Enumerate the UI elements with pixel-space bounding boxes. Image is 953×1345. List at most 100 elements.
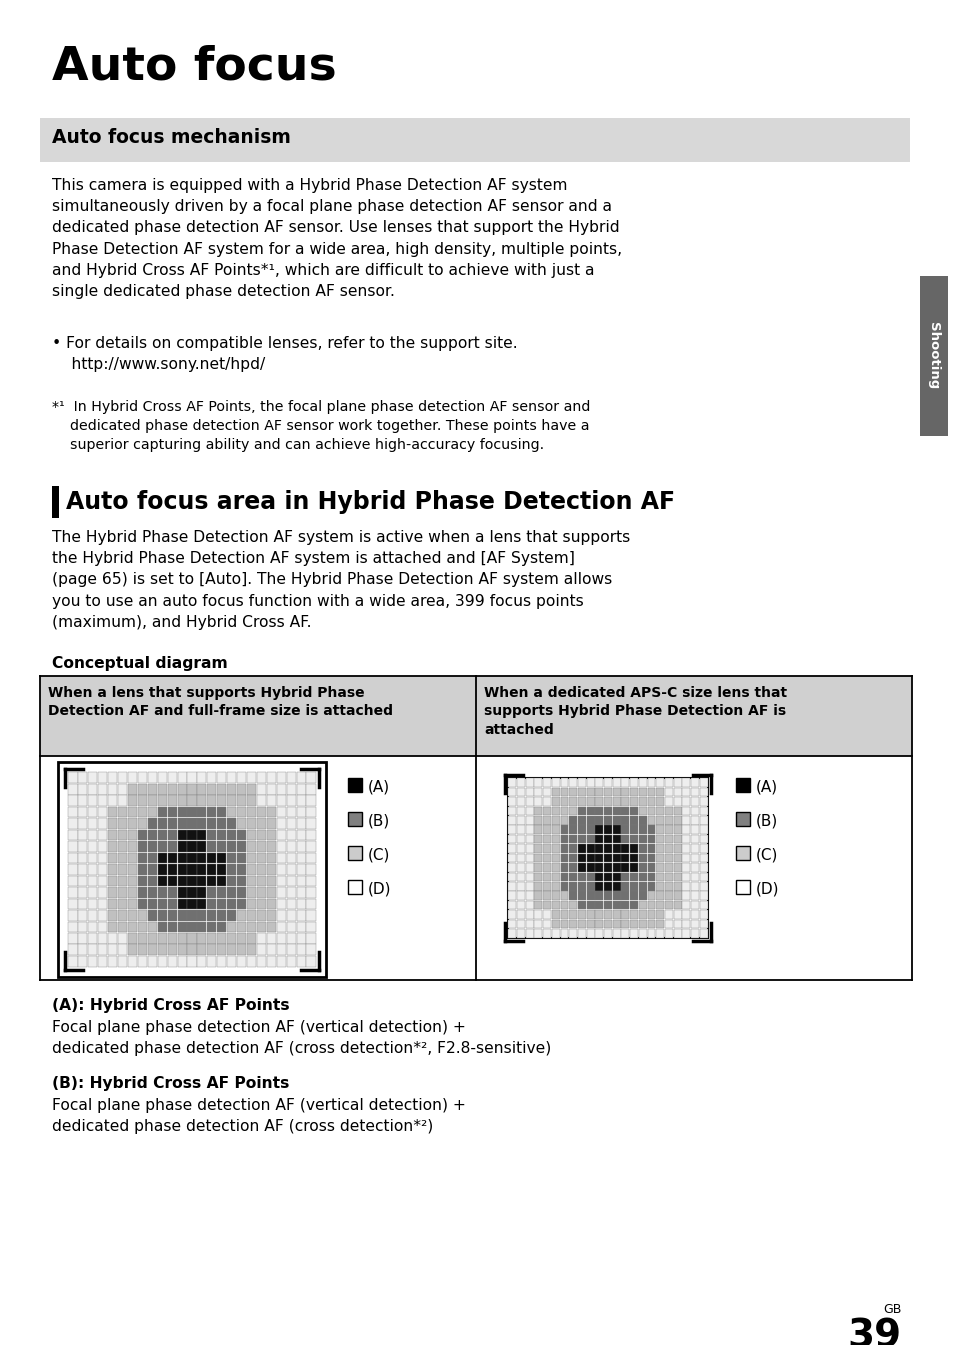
Bar <box>508 901 516 909</box>
Bar <box>78 772 88 783</box>
Bar <box>673 779 680 787</box>
Bar <box>586 929 594 937</box>
Bar <box>168 944 176 955</box>
Bar <box>508 873 516 881</box>
Bar <box>78 865 88 874</box>
Bar <box>276 853 286 863</box>
Bar <box>525 911 533 919</box>
Text: (C): (C) <box>755 847 778 863</box>
Bar <box>128 807 137 818</box>
Bar <box>551 826 559 834</box>
Bar <box>148 956 156 967</box>
Bar <box>296 795 305 806</box>
Bar <box>525 798 533 806</box>
Bar <box>306 830 315 841</box>
Bar <box>137 944 147 955</box>
Bar <box>276 911 286 921</box>
Bar <box>168 853 176 863</box>
Bar <box>227 956 236 967</box>
Bar <box>699 845 707 853</box>
Bar <box>595 911 602 919</box>
Bar <box>542 854 551 862</box>
Bar <box>276 876 286 886</box>
Bar <box>157 772 167 783</box>
Bar <box>620 807 629 815</box>
Bar <box>98 956 107 967</box>
Bar <box>551 788 559 796</box>
Bar <box>236 865 246 874</box>
Bar <box>534 826 542 834</box>
Bar <box>118 853 127 863</box>
Bar <box>620 798 629 806</box>
Bar <box>578 798 585 806</box>
Bar <box>517 807 524 815</box>
Bar <box>98 933 107 944</box>
Bar <box>551 816 559 824</box>
Bar <box>247 888 255 897</box>
Bar <box>227 921 236 932</box>
Bar <box>681 845 689 853</box>
Bar <box>236 807 246 818</box>
Bar <box>78 911 88 921</box>
Bar <box>197 898 206 909</box>
Text: When a dedicated APS-C size lens that
supports Hybrid Phase Detection AF is
atta: When a dedicated APS-C size lens that su… <box>483 686 786 737</box>
Bar <box>603 835 611 843</box>
Text: When a lens that supports Hybrid Phase
Detection AF and full-frame size is attac: When a lens that supports Hybrid Phase D… <box>48 686 393 718</box>
Text: (A): Hybrid Cross AF Points: (A): Hybrid Cross AF Points <box>52 998 290 1013</box>
Bar <box>620 816 629 824</box>
Bar <box>187 772 196 783</box>
Bar <box>88 933 97 944</box>
Bar <box>256 807 266 818</box>
Bar <box>256 818 266 829</box>
Bar <box>69 841 77 851</box>
Bar <box>656 807 663 815</box>
Bar <box>551 920 559 928</box>
Bar <box>560 911 568 919</box>
Bar <box>148 933 156 944</box>
Bar <box>306 841 315 851</box>
Bar <box>78 888 88 897</box>
Bar <box>207 888 216 897</box>
Bar <box>569 892 577 900</box>
Bar <box>586 911 594 919</box>
Bar <box>620 920 629 928</box>
Bar <box>236 818 246 829</box>
Bar <box>197 830 206 841</box>
Bar <box>256 772 266 783</box>
Bar <box>569 807 577 815</box>
Bar <box>236 944 246 955</box>
Bar <box>525 892 533 900</box>
Bar <box>236 876 246 886</box>
Bar <box>647 845 655 853</box>
Bar <box>168 795 176 806</box>
Bar <box>236 921 246 932</box>
Bar <box>98 865 107 874</box>
Bar <box>69 807 77 818</box>
Bar <box>595 816 602 824</box>
Bar <box>517 845 524 853</box>
Bar <box>148 795 156 806</box>
Bar <box>286 876 295 886</box>
Bar <box>157 898 167 909</box>
Bar <box>612 845 620 853</box>
Bar <box>118 818 127 829</box>
Bar <box>551 798 559 806</box>
Bar <box>88 876 97 886</box>
Bar <box>227 865 236 874</box>
Bar <box>595 854 602 862</box>
Bar <box>247 921 255 932</box>
Bar <box>586 873 594 881</box>
Bar <box>681 826 689 834</box>
Bar <box>267 888 275 897</box>
Text: (D): (D) <box>368 882 391 897</box>
Bar <box>286 911 295 921</box>
Bar <box>267 772 275 783</box>
Bar <box>560 854 568 862</box>
Text: Auto focus: Auto focus <box>52 44 336 90</box>
Bar <box>735 812 749 826</box>
Bar <box>508 882 516 890</box>
Bar <box>586 863 594 872</box>
Bar <box>128 921 137 932</box>
Bar <box>227 944 236 955</box>
Bar <box>69 956 77 967</box>
